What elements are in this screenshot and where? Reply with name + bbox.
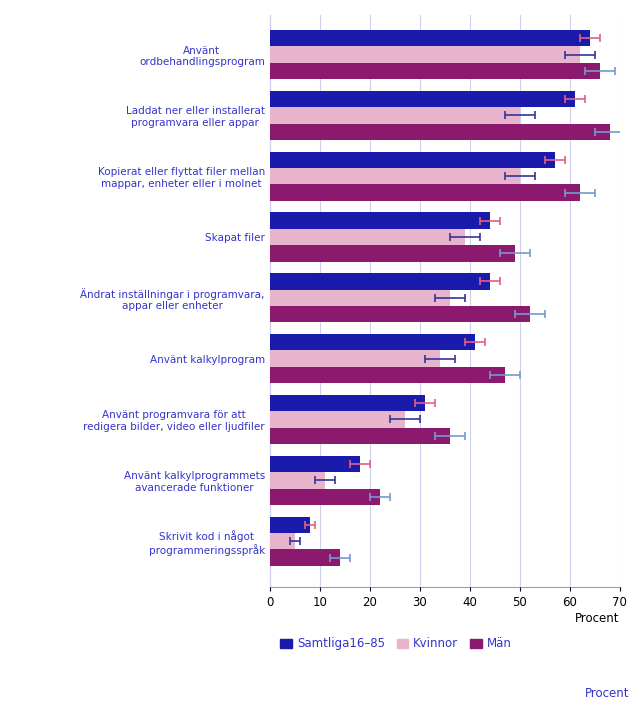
Legend: Samtliga16–85, Kvinnor, Män: Samtliga16–85, Kvinnor, Män [275, 633, 516, 656]
Text: Procent: Procent [585, 687, 629, 700]
Bar [270, 549, 340, 566]
Bar [270, 107, 519, 123]
Bar [270, 246, 515, 261]
Bar [270, 90, 575, 107]
Bar [270, 274, 490, 289]
Bar [270, 229, 465, 246]
Bar [270, 151, 555, 168]
Bar [270, 411, 404, 428]
Bar [270, 472, 325, 488]
Bar [270, 47, 580, 62]
Bar [270, 168, 519, 185]
Bar [270, 350, 440, 367]
Bar [270, 488, 379, 505]
Bar [270, 516, 309, 533]
Bar [270, 62, 600, 79]
Bar [270, 185, 580, 201]
Bar [270, 334, 474, 350]
Bar [270, 306, 530, 322]
Bar [270, 213, 490, 229]
Bar [270, 367, 505, 383]
Bar [270, 456, 360, 472]
Bar [270, 428, 449, 444]
Bar [270, 395, 424, 411]
X-axis label: Procent: Procent [575, 612, 620, 625]
Bar [270, 289, 449, 306]
Bar [270, 123, 609, 140]
Bar [270, 533, 295, 549]
Bar [270, 30, 589, 47]
